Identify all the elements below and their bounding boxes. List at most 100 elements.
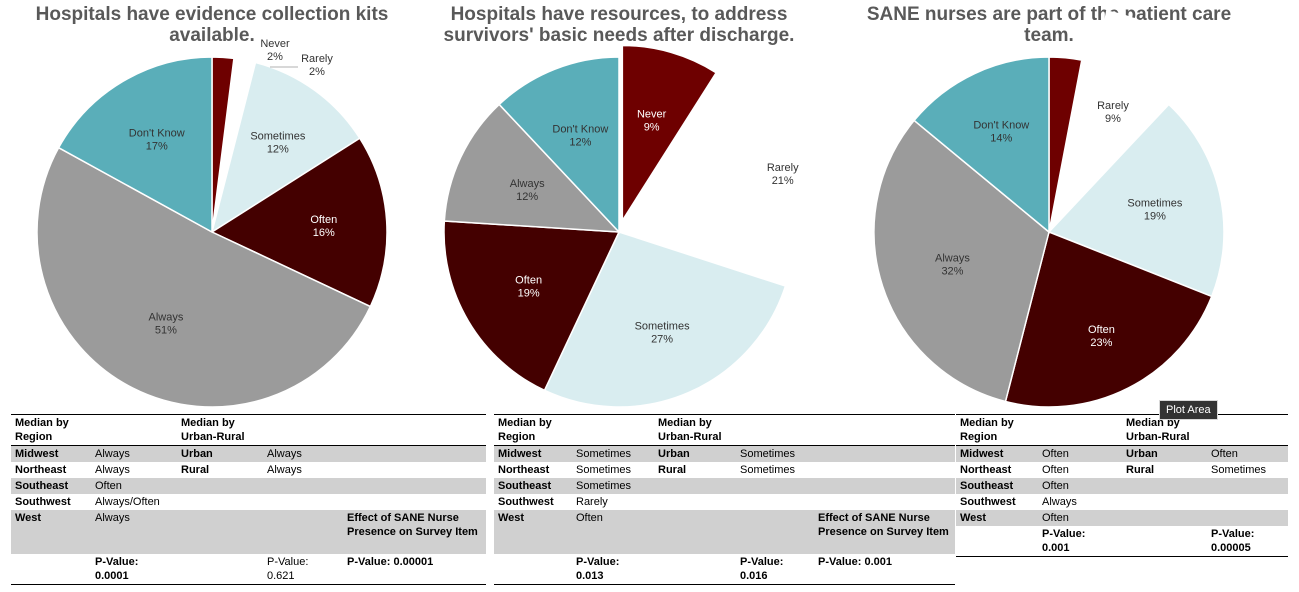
chart-title-line2: survivors' basic needs after discharge. (444, 25, 795, 46)
p-value-region: P-Value: 0.0001 (95, 556, 139, 582)
chart-title-line1: Hospitals have evidence collection kits (36, 4, 389, 25)
pie-slice-dont-know[interactable] (913, 56, 1050, 234)
chart-title-line2: team. (1024, 25, 1074, 46)
region-value: Often (1038, 445, 1122, 462)
slice-label-dont-know: Don't Know 12% (552, 123, 608, 148)
urban-value: Sometimes (736, 445, 814, 462)
effect-p-value: P-Value: 0.001 (818, 556, 892, 568)
slice-label-always: Always 32% (935, 252, 970, 277)
chart-title-line2: available. (169, 25, 255, 46)
pie-slice-sometimes[interactable] (543, 231, 787, 408)
header-region: Median by Region (498, 417, 552, 443)
region-name: West (494, 510, 572, 554)
pie-slice-always[interactable] (443, 103, 621, 233)
header-region: Median by Region (960, 417, 1014, 443)
header-urban-rural: Median by Urban-Rural (181, 417, 245, 443)
median-table-sane-nurses: Median by Region Median by Urban-Rural M… (956, 414, 1288, 557)
pie-slice-always[interactable] (873, 119, 1050, 403)
region-name: Southeast (956, 478, 1038, 494)
pie-slice-rarely[interactable] (214, 39, 260, 215)
urban-value: Always (263, 445, 343, 462)
slice-label-sometimes: Sometimes 27% (635, 321, 691, 346)
slice-label-often: Often 23% (1088, 324, 1115, 349)
slice-label-sometimes: Sometimes 12% (250, 130, 306, 155)
pie-slice-rarely[interactable] (1072, 10, 1195, 186)
plot-area-tooltip: Plot Area (1159, 400, 1218, 420)
slice-label-often: Often 16% (310, 214, 337, 239)
region-name: Northeast (960, 464, 1012, 476)
urban-label: Urban (654, 445, 736, 462)
slice-label-rarely: Rarely 21% (767, 162, 799, 187)
region-value: Sometimes (572, 445, 654, 462)
pie-chart-basic-needs[interactable]: Hospitals have resources, to address sur… (443, 4, 847, 408)
rural-label: Rural (1126, 464, 1155, 476)
slice-label-rarely: Rarely 9% (1097, 100, 1129, 125)
median-table-basic-needs: Median by Region Median by Urban-Rural M… (494, 414, 955, 585)
pie-slice-dont-know[interactable] (498, 56, 620, 234)
region-value: Sometimes (572, 478, 654, 494)
region-value: Always (91, 445, 177, 462)
region-value: Always (1042, 496, 1077, 508)
slice-label-often: Often 19% (515, 274, 542, 299)
region-value: Rarely (576, 496, 608, 508)
region-name: West (956, 510, 1038, 526)
region-name: Southeast (11, 478, 91, 494)
pie-slice-often[interactable] (443, 220, 621, 392)
region-value: Always/Often (95, 496, 160, 508)
region-value: Always (95, 464, 130, 476)
slice-label-sometimes: Sometimes 19% (1127, 197, 1183, 222)
urban-label: Urban (1122, 445, 1207, 462)
region-value: Often (91, 478, 177, 494)
region-name: Southwest (960, 496, 1016, 508)
region-name: Midwest (11, 445, 91, 462)
region-value: Often (572, 510, 654, 554)
rural-value: Always (267, 464, 302, 476)
pie-slice-always[interactable] (36, 146, 372, 408)
p-value-urban: P-Value: 0.621 (267, 556, 309, 582)
chart-title-line1: Hospitals have resources, to address (451, 4, 788, 25)
p-value-urban: P-Value: 0.00005 (1211, 528, 1255, 554)
region-value: Always (91, 510, 177, 554)
p-value-region: P-Value: 0.013 (576, 556, 620, 582)
pie-chart-evidence-kits[interactable]: Hospitals have evidence collection kits … (36, 4, 389, 408)
rural-label: Rural (181, 464, 210, 476)
region-value: Often (1038, 478, 1122, 494)
region-value: Sometimes (576, 464, 632, 476)
rural-value: Sometimes (1211, 464, 1267, 476)
region-value: Often (1038, 510, 1122, 526)
pie-slice-never[interactable] (621, 44, 718, 224)
region-name: Northeast (15, 464, 67, 476)
region-name: Southwest (15, 496, 71, 508)
header-urban-rural: Median by Urban-Rural (1126, 417, 1190, 443)
region-name: West (11, 510, 91, 554)
rural-label: Rural (658, 464, 687, 476)
slice-label-rarely: Rarely 2% (301, 53, 333, 78)
slice-label-always: Always 12% (510, 178, 545, 203)
region-name: Northeast (498, 464, 550, 476)
pie-slice-sometimes[interactable] (1047, 103, 1225, 298)
effect-label: Effect of SANE Nurse Presence on Survey … (814, 510, 955, 554)
pie-slice-rarely[interactable] (669, 64, 847, 269)
urban-value: Often (1207, 445, 1288, 462)
pie-slice-dont-know[interactable] (57, 56, 213, 234)
region-name: Southeast (494, 478, 572, 494)
pie-chart-sane-nurses[interactable]: SANE nurses are part of the patient care… (867, 4, 1231, 408)
pie-slice-often[interactable] (210, 137, 388, 308)
region-name: Southwest (498, 496, 554, 508)
header-region: Median by Region (15, 417, 69, 443)
slice-label-dont-know: Don't Know 14% (973, 120, 1029, 145)
urban-label: Urban (177, 445, 263, 462)
rural-value: Sometimes (740, 464, 796, 476)
region-value: Often (1042, 464, 1069, 476)
pie-slice-sometimes[interactable] (210, 61, 361, 234)
p-value-region: P-Value: 0.001 (1042, 528, 1086, 554)
slice-label-dont-know: Don't Know 17% (129, 128, 185, 153)
region-name: Midwest (494, 445, 572, 462)
chart-title-line1: SANE nurses are part of the patient care (867, 4, 1231, 25)
header-urban-rural: Median by Urban-Rural (658, 417, 722, 443)
region-name: Midwest (956, 445, 1038, 462)
pie-slice-often[interactable] (1004, 230, 1213, 408)
p-value-urban: P-Value: 0.016 (740, 556, 784, 582)
slice-label-never: Never 9% (637, 109, 667, 134)
